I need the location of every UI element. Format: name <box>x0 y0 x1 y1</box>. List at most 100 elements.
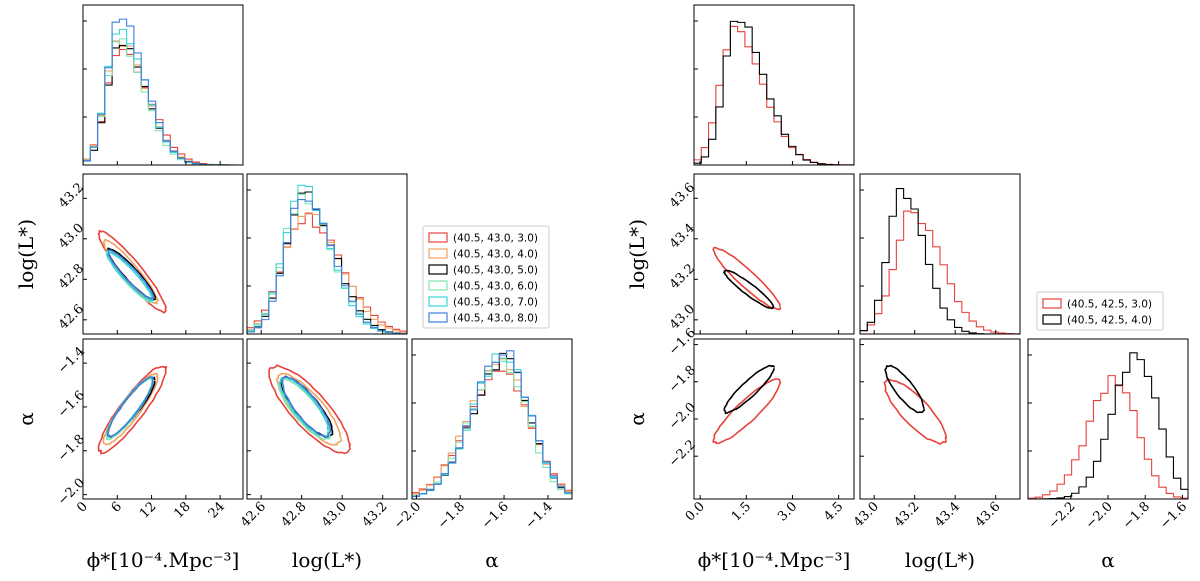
legend-label: (40.5, 42.5, 3.0) <box>1067 299 1152 311</box>
tick-label-alpha: −1.6 <box>1157 499 1190 532</box>
panel-frame <box>82 338 244 500</box>
tick-label-alpha: −2.0 <box>391 499 424 532</box>
legend-label: (40.5, 43.0, 4.0) <box>453 249 538 261</box>
contour-logL_star-alpha-1 <box>275 372 343 446</box>
contour-phi_star-logL_star-0 <box>712 246 782 311</box>
ylabel-logL_star: log(L*) <box>625 219 649 289</box>
tick-label-logL_star: 43.0 <box>851 499 882 530</box>
contour-logL_star-alpha-0 <box>883 378 948 445</box>
corner-plot-left: 42.6 42.8 43.0 43.2 0 6 12 18 24 −2.0 −1.8 −1.6 −1.4… <box>14 4 573 572</box>
tick-label-phi_star: 0 <box>74 499 90 515</box>
legend-swatch <box>428 248 448 259</box>
legend-label: (40.5, 43.0, 8.0) <box>453 313 538 325</box>
hist-phi_star-1 <box>83 40 243 165</box>
contour-phi_star-alpha-0 <box>712 378 782 445</box>
legend-label: (40.5, 43.0, 3.0) <box>453 233 538 245</box>
hist-phi_star-0 <box>694 25 854 165</box>
legend-swatch <box>428 264 448 275</box>
contour-phi_star-logL_star-5 <box>107 249 155 300</box>
legend-swatch <box>1042 314 1062 325</box>
tick-label-logL_star: 43.2 <box>359 499 390 530</box>
tick-label-logL_star: 43.0 <box>667 302 698 333</box>
corner-plot-right: 43.0 43.2 43.4 43.6 0.0 1.5 3.0 4.5 −2.2−2.0−1.8… <box>625 4 1190 572</box>
tick-label-logL_star: 42.6 <box>56 302 87 333</box>
panel-alpha-vs-logL_star: 43.0 43.2 43.4 43.6 <box>851 338 1021 530</box>
tick-label-phi_star: 24 <box>206 499 228 521</box>
hist-alpha-1 <box>1028 352 1188 499</box>
contour-phi_star-alpha-5 <box>106 376 154 438</box>
panel-phi_star-vs-phi_star <box>82 4 244 166</box>
contour-logL_star-alpha-1 <box>884 364 925 414</box>
legend-label: (40.5, 43.0, 7.0) <box>453 297 538 309</box>
tick-label-logL_star: 43.2 <box>56 180 87 211</box>
contour-phi_star-alpha-0 <box>97 365 168 455</box>
tick-label-alpha: −1.4 <box>523 499 556 532</box>
hist-phi_star-1 <box>694 20 854 165</box>
panel-frame <box>693 4 855 166</box>
contour-logL_star-alpha-5 <box>281 376 332 438</box>
hist-phi_star-3 <box>83 38 243 165</box>
panel-alpha-vs-phi_star: 0 6 12 18 24−2.0−1.8−1.6−1.4 <box>55 338 244 522</box>
xlabel-logL_star: log(L*) <box>905 548 975 572</box>
hist-alpha-0 <box>412 370 572 499</box>
tick-label-logL_star: 42.8 <box>278 499 309 530</box>
hist-alpha-5 <box>412 350 572 499</box>
contour-phi_star-logL_star-0 <box>97 230 167 314</box>
contour-phi_star-alpha-4 <box>106 376 154 438</box>
hist-alpha-3 <box>412 360 572 499</box>
tick-label-alpha: −1.6 <box>479 499 512 532</box>
panel-alpha-vs-alpha: −2.0 −1.8 −1.6 −1.4 <box>391 338 573 532</box>
contour-logL_star-alpha-4 <box>279 376 330 438</box>
legend-label: (40.5, 43.0, 6.0) <box>453 281 538 293</box>
panel-alpha-vs-alpha: −2.2 −2.0 −1.8 −1.6 <box>1027 338 1190 532</box>
panel-logL_star-vs-phi_star: 42.6 42.8 43.0 43.2 <box>56 173 244 335</box>
legend-swatch <box>1042 298 1062 309</box>
panel-frame <box>411 338 573 500</box>
xlabel-logL_star: log(L*) <box>292 548 362 572</box>
tick-label-alpha: −2.0 <box>1083 499 1116 532</box>
tick-label-phi_star: 12 <box>137 499 159 521</box>
tick-label-logL_star: 43.2 <box>667 261 698 292</box>
contour-phi_star-alpha-1 <box>102 372 159 446</box>
panel-frame <box>246 338 408 500</box>
contour-logL_star-alpha-0 <box>268 364 352 455</box>
legend-label: (40.5, 42.5, 4.0) <box>1067 315 1152 327</box>
tick-label-phi_star: 1.5 <box>729 499 754 524</box>
ylabel-logL_star: log(L*) <box>14 219 38 289</box>
panel-logL_star-vs-phi_star: 43.0 43.2 43.4 43.6 <box>667 173 855 335</box>
tick-label-phi_star: 0.0 <box>683 499 708 524</box>
contour-phi_star-alpha-1 <box>723 364 776 415</box>
hist-alpha-0 <box>1028 375 1188 499</box>
panel-logL_star-vs-logL_star <box>246 173 408 335</box>
tick-label-phi_star: 4.5 <box>821 499 846 524</box>
hist-logL_star-2 <box>247 191 407 334</box>
panel-frame <box>82 173 244 335</box>
tick-label-logL_star: 43.6 <box>667 180 698 211</box>
legend: (40.5, 42.5, 3.0) (40.5, 42.5, 4.0) <box>1036 291 1164 331</box>
legend: (40.5, 43.0, 3.0) (40.5, 43.0, 4.0) (40.5,… <box>422 225 550 329</box>
tick-label-logL_star: 43.0 <box>56 221 87 252</box>
xlabel-alpha: α <box>485 548 499 572</box>
ylabel-alpha: α <box>625 412 649 426</box>
legend-swatch <box>428 232 448 243</box>
tick-label-phi_star: 6 <box>109 499 125 515</box>
hist-phi_star-2 <box>83 44 243 165</box>
tick-label-phi_star: 3.0 <box>775 499 800 524</box>
panel-alpha-vs-phi_star: 0.0 1.5 3.0 4.5−2.2−2.0−1.8−1.6 <box>666 326 855 524</box>
tick-label-phi_star: 18 <box>171 499 193 521</box>
panel-alpha-vs-logL_star: 42.6 42.8 43.0 43.2 <box>238 338 408 530</box>
tick-label-logL_star: 43.4 <box>932 499 963 530</box>
hist-logL_star-3 <box>247 193 407 334</box>
panel-phi_star-vs-phi_star <box>693 4 855 166</box>
contour-phi_star-logL_star-1 <box>723 269 775 310</box>
xlabel-alpha: α <box>1101 548 1115 572</box>
hist-logL_star-5 <box>247 199 407 334</box>
legend-swatch <box>428 296 448 307</box>
tick-label-alpha: −1.8 <box>1120 499 1153 532</box>
tick-label-logL_star: 43.4 <box>667 221 698 252</box>
tick-label-alpha: −1.8 <box>435 499 468 532</box>
hist-logL_star-0 <box>860 210 1020 334</box>
tick-label-alpha: −2.2 <box>1046 499 1079 532</box>
panel-frame <box>693 338 855 500</box>
